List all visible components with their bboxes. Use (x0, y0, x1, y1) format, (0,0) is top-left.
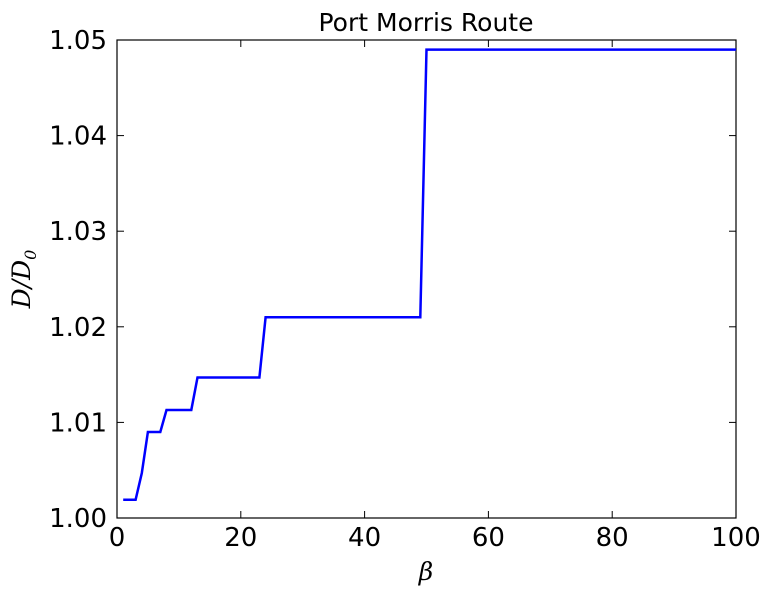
x-tick-label: 20 (224, 523, 257, 553)
y-axis-label: D/D0 (7, 250, 40, 310)
y-axis-label-subscript: 0 (21, 250, 40, 260)
chart-title: Port Morris Route (319, 8, 534, 37)
y-tick-label: 1.02 (49, 313, 107, 343)
y-tick-labels: 1.00 1.01 1.02 1.03 1.04 1.05 (49, 26, 107, 534)
y-tick-label: 1.05 (49, 26, 107, 56)
axis-ticks (116, 39, 737, 519)
y-axis-label-main: D/D (7, 260, 36, 310)
x-axis-label: β (418, 557, 433, 586)
y-tick-label: 1.00 (49, 504, 107, 534)
plot-area (116, 39, 737, 519)
y-tick-label: 1.01 (49, 408, 107, 438)
x-tick-label: 60 (472, 523, 505, 553)
series-line (123, 48, 736, 502)
x-tick-label: 0 (109, 523, 126, 553)
y-tick-label: 1.04 (49, 122, 107, 152)
y-tick-label: 1.03 (49, 217, 107, 247)
x-tick-label: 100 (711, 523, 761, 553)
x-tick-label: 40 (348, 523, 381, 553)
x-tick-label: 80 (596, 523, 629, 553)
x-tick-labels: 0 20 40 60 80 100 (109, 523, 761, 553)
